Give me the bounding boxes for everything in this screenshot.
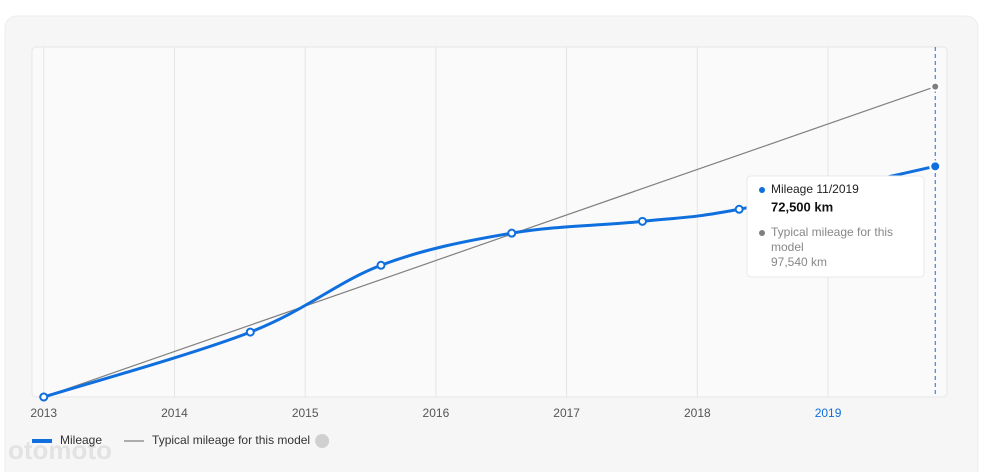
legend-label: Typical mileage for this model [152,433,310,447]
x-tick-label: 2013 [30,406,57,420]
tooltip-line: Typical mileage for this [771,225,893,239]
help-icon [315,434,330,448]
x-tick-label: 2018 [684,406,711,420]
series-line [43,86,936,398]
x-tick-label: 2019 [815,406,842,420]
watermark: otomoto [8,435,112,465]
point [930,81,941,92]
point [734,204,744,214]
point [245,327,255,337]
x-tick-label: 2014 [161,406,188,420]
tooltip-typical-title: Typical mileage for this model [771,225,893,254]
tooltip-typical-value: 97,540 km [771,255,827,269]
x-tick-label: 2016 [423,406,450,420]
tooltip-dot [759,230,765,236]
tooltip-box [746,175,925,278]
tooltip-title: Mileage 11/2019 [771,182,859,196]
point [507,228,517,238]
x-tick-label: 2017 [553,406,580,420]
point [929,160,942,173]
tooltip-line: model [771,240,804,254]
legend-label: Mileage [60,433,102,447]
tooltip-value: 72,500 km [771,199,833,214]
tooltip-dot [759,187,765,193]
plot-area [31,46,948,398]
point [376,260,386,270]
point [637,216,647,226]
point [39,392,49,402]
x-tick-label: 2015 [292,406,319,420]
